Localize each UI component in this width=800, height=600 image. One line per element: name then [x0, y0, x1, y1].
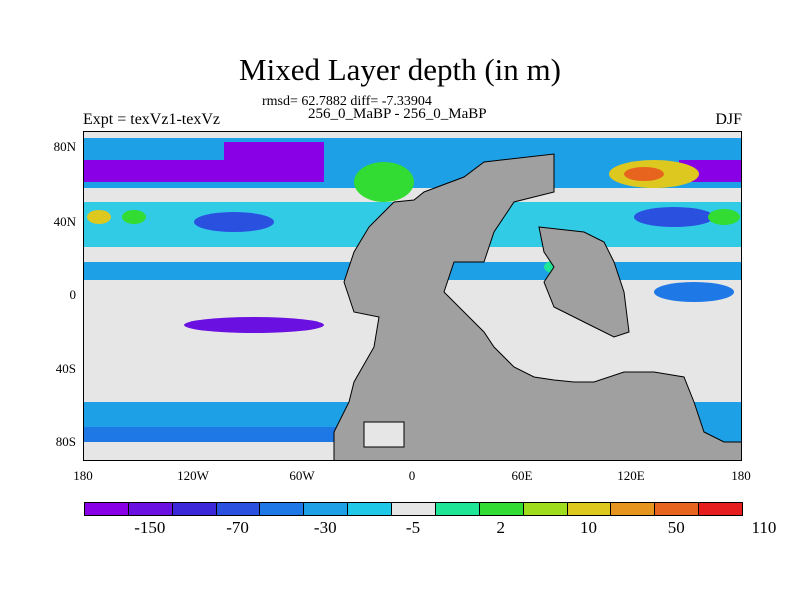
colorbar-box: [303, 502, 349, 516]
field-patch: [87, 210, 111, 224]
colorbar-box: [171, 502, 217, 516]
stats-text: rmsd= 62.7882 diff= -7.33904: [262, 94, 432, 109]
lat-tick: 0: [69, 287, 77, 302]
lat-tick: 40S: [55, 361, 76, 376]
lat-tick: 80S: [55, 434, 76, 449]
colorbar-label: 10: [579, 518, 597, 537]
lon-tick: 60W: [289, 468, 315, 483]
land-hole: [363, 421, 405, 448]
field-patch: [654, 282, 734, 302]
colorbar-label: -70: [226, 518, 249, 537]
colorbar-box: [391, 502, 436, 516]
field-patch: [194, 212, 274, 232]
lon-tick: 120W: [177, 468, 209, 483]
chart-title: Mixed Layer depth (in m): [239, 52, 561, 87]
field-patch: [122, 210, 146, 224]
colorbar-box: [522, 502, 568, 516]
season-label: DJF: [715, 111, 742, 128]
colorbar-box: [215, 502, 261, 516]
lon-tick: 60E: [511, 468, 533, 483]
colorbar-label: -5: [405, 518, 421, 537]
field-patch: [224, 142, 324, 162]
colorbar-box: [259, 502, 305, 516]
colorbar-box: [127, 502, 173, 516]
experiment-label: Expt = texVz1-texVz: [83, 111, 220, 128]
lat-tick: 80N: [53, 139, 76, 154]
colorbar-label: -30: [313, 518, 337, 537]
field-patch: [184, 317, 324, 333]
lon-tick: 180: [73, 468, 93, 483]
field-patch: [634, 207, 714, 227]
colorbar-box: [434, 502, 480, 516]
colorbar-box: [566, 502, 612, 516]
colorbar-box: [610, 502, 656, 516]
field-patch: [84, 292, 384, 322]
lon-tick: 0: [408, 468, 416, 483]
colorbar-box: [698, 502, 743, 516]
experiment-subtitle: 256_0_MaBP - 256_0_MaBP: [308, 106, 487, 122]
land-mass: [333, 153, 741, 460]
colorbar-label: -150: [134, 518, 166, 537]
colorbar-box: [347, 502, 393, 516]
lon-tick: 180: [731, 468, 751, 483]
colorbar-label: 2: [496, 518, 505, 537]
land-mass: [538, 226, 630, 338]
colorbar-box: [654, 502, 700, 516]
colorbar-box: [478, 502, 524, 516]
field-patch: [354, 162, 414, 202]
colorbar-box: [84, 502, 129, 516]
field-patch: [84, 160, 324, 182]
field-patch: [624, 167, 664, 181]
colorbar-label: 50: [667, 518, 685, 537]
map-field: [84, 132, 741, 460]
map-plot-area: [83, 131, 742, 461]
colorbar-label: 110: [751, 518, 777, 537]
lat-tick: 40N: [53, 214, 76, 229]
lon-tick: 120E: [617, 468, 645, 483]
field-patch: [708, 209, 740, 225]
